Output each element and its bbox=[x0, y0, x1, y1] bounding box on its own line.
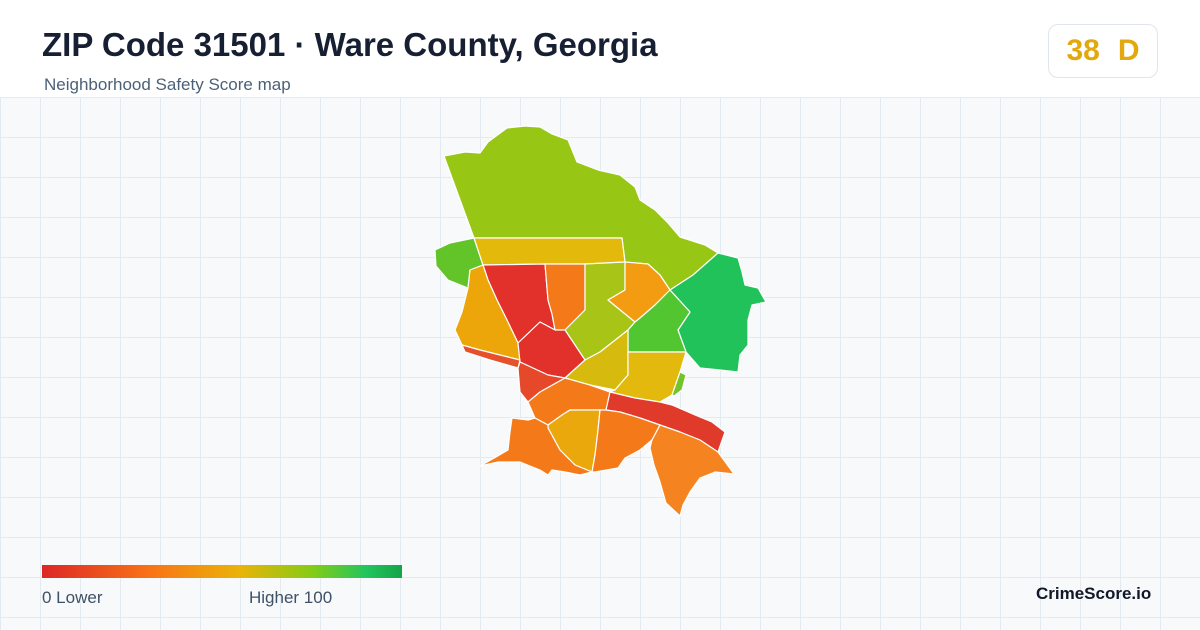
page-subtitle: Neighborhood Safety Score map bbox=[44, 75, 291, 94]
map-region-south-orange[interactable] bbox=[591, 409, 661, 473]
legend-low-label: 0 Lower bbox=[42, 588, 103, 607]
map-region-east-green-small[interactable] bbox=[671, 371, 687, 397]
map-region-north-band[interactable] bbox=[473, 237, 626, 266]
legend-gradient-bar bbox=[42, 565, 402, 578]
brand-logo-text[interactable]: CrimeScore.io bbox=[1036, 584, 1152, 603]
header: ZIP Code 31501 · Ware County, Georgia Ne… bbox=[0, 0, 1200, 97]
page-title: ZIP Code 31501 · Ware County, Georgia bbox=[42, 26, 658, 63]
score-value: 38 bbox=[1066, 34, 1100, 67]
map-region-sw-orange[interactable] bbox=[479, 417, 593, 476]
score-badge: 38 D bbox=[1048, 24, 1158, 78]
map-region-se-orange[interactable] bbox=[649, 424, 735, 517]
score-grade: D bbox=[1117, 34, 1140, 67]
legend-high-label: Higher 100 bbox=[249, 588, 333, 607]
